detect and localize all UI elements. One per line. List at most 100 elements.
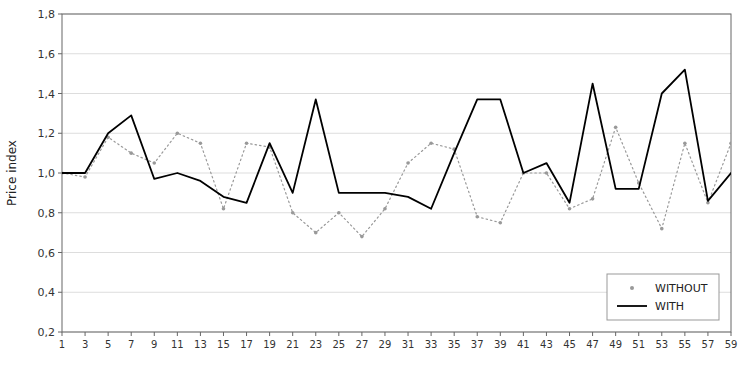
tick-label: 27 (356, 339, 369, 350)
point (360, 235, 364, 239)
tick-label: 33 (425, 339, 438, 350)
point (475, 215, 479, 219)
legend: WITHOUT WITH (607, 274, 719, 320)
tick (615, 332, 616, 336)
tick-label: 57 (702, 339, 715, 350)
tick-label: 29 (379, 339, 392, 350)
legend-label: WITH (655, 300, 684, 313)
point (222, 207, 226, 211)
point (152, 161, 156, 165)
tick-label: 15 (217, 339, 230, 350)
tick-label: 11 (171, 339, 184, 350)
tick-label: 1,0 (38, 167, 56, 180)
tick-label: 59 (725, 339, 738, 350)
tick (408, 332, 409, 336)
tick-label: 31 (402, 339, 415, 350)
tick (58, 93, 62, 94)
tick-label: 35 (448, 339, 461, 350)
legend-label: WITHOUT (655, 282, 708, 295)
axis-label: Price index (5, 140, 19, 206)
tick (546, 332, 547, 336)
tick-label: 9 (151, 339, 157, 350)
tick-label: 1 (59, 339, 65, 350)
point (660, 227, 664, 231)
tick (246, 332, 247, 336)
tick (661, 332, 662, 336)
grid-line (62, 93, 731, 94)
tick (85, 332, 86, 336)
tick-label: 37 (471, 339, 484, 350)
tick (200, 332, 201, 336)
grid-line (62, 133, 731, 134)
point (314, 231, 318, 235)
tick (315, 332, 316, 336)
point (83, 175, 87, 179)
tick (58, 212, 62, 213)
tick (707, 332, 708, 336)
grid-line (62, 212, 731, 213)
tick (58, 53, 62, 54)
tick (384, 332, 385, 336)
point (199, 141, 203, 145)
legend-swatch (617, 305, 647, 307)
tick-label: 3 (82, 339, 88, 350)
tick-label: 0,8 (38, 207, 56, 220)
tick (684, 332, 685, 336)
point (245, 141, 249, 145)
tick-label: 55 (678, 339, 691, 350)
tick (58, 252, 62, 253)
tick (58, 332, 62, 333)
grid-line (62, 252, 731, 253)
point (429, 141, 433, 145)
tick-label: 21 (286, 339, 299, 350)
tick (269, 332, 270, 336)
tick (592, 332, 593, 336)
tick-label: 0,6 (38, 247, 56, 260)
point (176, 131, 180, 135)
tick-label: 7 (128, 339, 134, 350)
tick-label: 41 (517, 339, 530, 350)
line (62, 127, 731, 236)
tick (523, 332, 524, 336)
tick-label: 19 (263, 339, 276, 350)
tick-label: 39 (494, 339, 507, 350)
grid-line (62, 173, 731, 174)
point (683, 141, 687, 145)
plot-area (62, 70, 731, 239)
series (62, 70, 731, 209)
tick-label: 45 (563, 339, 576, 350)
x-axis: 1357911131517192123252729313335373941434… (59, 332, 738, 350)
tick (154, 332, 155, 336)
point (545, 171, 549, 175)
tick-label: 23 (309, 339, 322, 350)
point (591, 197, 595, 201)
tick (338, 332, 339, 336)
point (291, 211, 295, 215)
tick (731, 332, 732, 336)
tick (58, 292, 62, 293)
tick-label: 0,2 (38, 326, 56, 339)
tick-label: 0,4 (38, 286, 56, 299)
tick-label: 53 (655, 339, 668, 350)
point (383, 207, 387, 211)
tick-label: 13 (194, 339, 207, 350)
point (337, 211, 341, 215)
tick-label: 51 (632, 339, 645, 350)
line (62, 70, 731, 209)
point (614, 125, 618, 129)
grid-line (62, 53, 731, 54)
tick (58, 133, 62, 134)
legend-swatch (630, 286, 634, 290)
legend-box (607, 274, 719, 320)
series (62, 125, 731, 238)
point (129, 151, 133, 155)
point (568, 207, 572, 211)
tick-label: 1,8 (38, 8, 56, 21)
tick-label: 5 (105, 339, 111, 350)
point (406, 161, 410, 165)
tick (477, 332, 478, 336)
tick-label: 25 (332, 339, 345, 350)
tick-label: 1,2 (38, 127, 56, 140)
tick (177, 332, 178, 336)
tick-label: 43 (540, 339, 553, 350)
